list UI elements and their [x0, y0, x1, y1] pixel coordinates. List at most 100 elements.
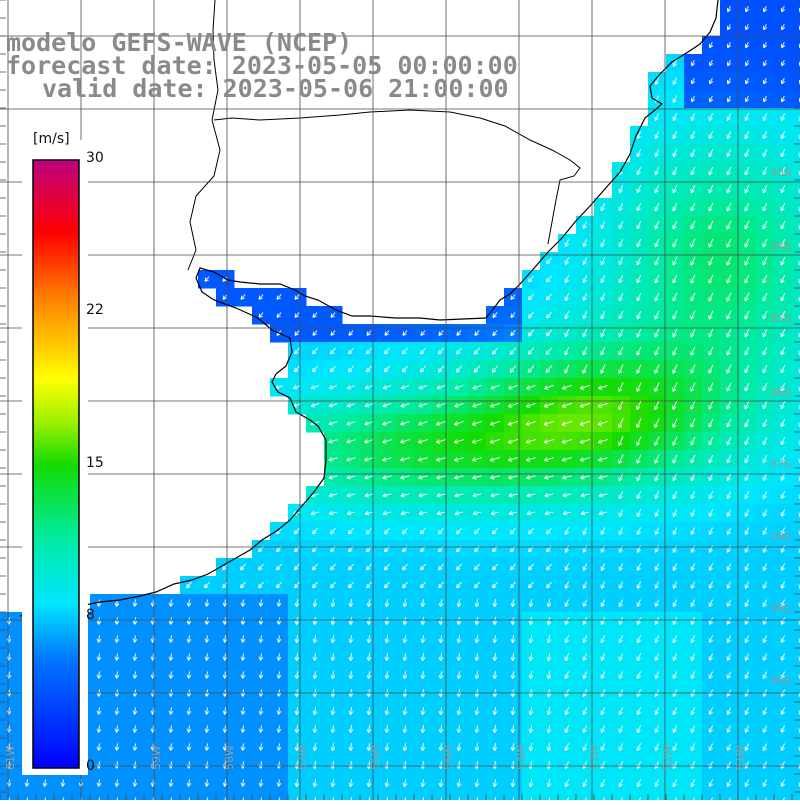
- wind-arrow: [222, 635, 228, 643]
- wind-arrow: [328, 475, 338, 480]
- wind-arrow: [240, 581, 246, 589]
- field-cell: [792, 738, 800, 757]
- wind-arrow: [582, 635, 588, 643]
- field-cell: [792, 558, 800, 577]
- wind-arrow: [382, 421, 392, 426]
- wind-arrow: [708, 454, 714, 464]
- wind-arrow: [382, 385, 392, 390]
- wind-arrow: [780, 707, 786, 715]
- wind-arrow: [762, 455, 768, 464]
- wind-arrow: [762, 364, 768, 374]
- wind-arrow: [672, 95, 678, 103]
- wind-arrow: [654, 238, 660, 248]
- wind-arrow: [672, 346, 678, 356]
- field-cell: [792, 432, 800, 451]
- wind-arrow: [672, 131, 678, 140]
- field-cell: [792, 144, 800, 163]
- wind-arrow: [744, 310, 750, 320]
- wind-arrow: [744, 617, 750, 625]
- wind-arrow: [490, 402, 500, 408]
- wind-arrow: [672, 202, 678, 212]
- wind-arrow: [366, 671, 372, 680]
- field-cell: [792, 342, 800, 361]
- wind-arrow: [454, 510, 464, 516]
- wind-arrow: [708, 59, 714, 67]
- field-cell: [648, 792, 667, 805]
- wind-arrow: [528, 527, 534, 535]
- wind-arrow: [489, 457, 500, 462]
- wind-arrow: [258, 671, 264, 679]
- wind-arrow: [366, 653, 372, 662]
- wind-arrow: [544, 475, 554, 480]
- wind-arrow: [510, 671, 516, 680]
- wind-arrow: [654, 617, 660, 625]
- wind-arrow: [672, 491, 678, 500]
- wind-arrow: [780, 23, 786, 31]
- wind-arrow: [672, 238, 678, 248]
- wind-arrow: [438, 653, 444, 662]
- wind-arrow: [420, 330, 426, 336]
- field-cell: [792, 198, 800, 217]
- wind-arrow: [240, 653, 246, 661]
- wind-arrow: [240, 779, 246, 787]
- wind-arrow: [618, 581, 624, 589]
- wind-arrow: [744, 364, 750, 374]
- wind-arrow: [618, 653, 624, 661]
- field-cell: [792, 324, 800, 343]
- wind-arrow: [114, 707, 120, 715]
- wind-arrow: [618, 490, 624, 500]
- wind-arrow: [564, 725, 570, 733]
- wind-arrow: [455, 365, 463, 373]
- wind-arrow: [744, 725, 750, 733]
- wind-arrow: [366, 365, 372, 373]
- wind-arrow: [762, 418, 768, 428]
- wind-arrow: [672, 581, 678, 589]
- wind-arrow: [546, 743, 552, 752]
- wind-arrow: [582, 328, 588, 338]
- wind-arrow: [582, 743, 588, 751]
- wind-arrow: [762, 599, 768, 607]
- wind-arrow: [780, 310, 786, 320]
- wind-arrow: [276, 294, 282, 300]
- wind-arrow: [690, 184, 696, 194]
- field-cell: [774, 792, 793, 805]
- wind-arrow: [762, 23, 768, 31]
- wind-arrow: [492, 563, 498, 571]
- wind-arrow: [364, 439, 374, 444]
- wind-arrow: [726, 581, 732, 589]
- wind-arrow: [598, 475, 608, 480]
- wind-arrow: [546, 671, 552, 680]
- wind-arrow: [780, 220, 786, 230]
- wind-arrow: [618, 743, 624, 751]
- field-cell: [792, 594, 800, 613]
- wind-arrow: [579, 439, 591, 444]
- wind-arrow: [564, 563, 570, 571]
- wind-arrow: [636, 310, 642, 320]
- wind-arrow: [744, 436, 750, 446]
- wind-arrow: [168, 635, 174, 643]
- wind-arrow: [420, 707, 426, 716]
- wind-arrow: [672, 166, 678, 176]
- wind-arrow: [690, 779, 696, 787]
- wind-arrow: [510, 330, 516, 337]
- wind-arrow: [690, 59, 696, 67]
- colorbar-unit: [m/s]: [33, 131, 70, 147]
- wind-arrow: [420, 599, 426, 608]
- field-cell: [792, 378, 800, 397]
- wind-arrow: [636, 671, 642, 679]
- field-cell: [792, 252, 800, 271]
- wind-arrow: [96, 725, 102, 733]
- wind-arrow: [330, 707, 336, 716]
- wind-arrow: [562, 475, 572, 480]
- wind-arrow: [600, 364, 606, 374]
- wind-arrow: [780, 149, 786, 158]
- wind-arrow: [472, 403, 482, 408]
- wind-arrow: [744, 238, 750, 248]
- wind-arrow: [654, 274, 660, 284]
- wind-arrow: [312, 617, 318, 626]
- field-cell: [756, 792, 775, 805]
- wind-arrow: [545, 365, 553, 373]
- wind-arrow: [186, 599, 192, 607]
- wind-arrow: [420, 725, 426, 734]
- wind-arrow: [401, 365, 408, 373]
